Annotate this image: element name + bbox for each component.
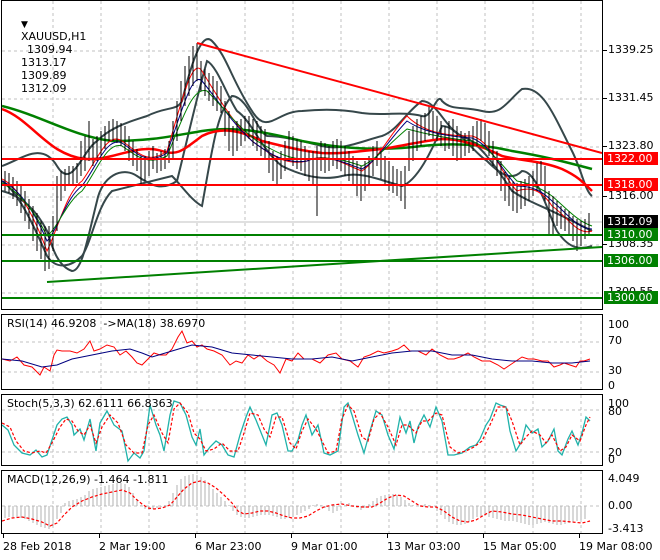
stoch-d-line bbox=[2, 402, 591, 454]
low-value: 1309.89 bbox=[21, 69, 67, 82]
open-value: 1309.94 bbox=[27, 43, 73, 56]
main-chart-panel[interactable]: ▼ XAUUSD,H1 1309.94 1313.17 1309.89 1312… bbox=[1, 0, 603, 310]
macd-title: MACD(12,26,9) -1.464 -1.811 bbox=[7, 473, 169, 486]
close-value: 1312.09 bbox=[21, 82, 67, 95]
time-label-3: 6 Mar 23:00 bbox=[195, 540, 262, 553]
stoch-axis-20: 20 bbox=[608, 446, 622, 459]
rsi-axis-0: 0 bbox=[608, 379, 615, 392]
time-label-7: 19 Mar 08:00 bbox=[579, 540, 653, 553]
macd-chart-svg bbox=[2, 471, 602, 533]
macd-signal-line bbox=[2, 480, 591, 527]
time-label-2: 2 Mar 19:00 bbox=[99, 540, 166, 553]
stoch-axis-0: 0 bbox=[608, 453, 615, 466]
macd-histogram bbox=[4, 474, 586, 529]
price-tag-last: 1312.09 bbox=[604, 215, 658, 228]
rsi-axis-30: 30 bbox=[608, 364, 622, 377]
macd-axis-zero: 0.00 bbox=[608, 499, 633, 512]
stochastic-panel[interactable]: Stoch(5,3,3) 62.6111 66.8363 bbox=[1, 394, 603, 466]
rsi-axis-100: 100 bbox=[608, 318, 629, 331]
macd-panel[interactable]: MACD(12,26,9) -1.464 -1.811 bbox=[1, 470, 603, 534]
rsi-ma-line bbox=[2, 344, 591, 368]
time-label-6: 15 Mar 05:00 bbox=[483, 540, 557, 553]
rsi-line bbox=[2, 329, 591, 376]
chart-header: ▼ XAUUSD,H1 1309.94 1313.17 1309.89 1312… bbox=[7, 4, 86, 108]
macd-axis-min: -3.413 bbox=[608, 522, 644, 535]
price-tag-1310: 1310.00 bbox=[604, 228, 658, 241]
price-tag-1300: 1300.00 bbox=[604, 291, 658, 304]
price-tag-1306: 1306.00 bbox=[604, 254, 658, 267]
ascending-support-trendline bbox=[46, 246, 602, 283]
time-label-5: 13 Mar 03:00 bbox=[387, 540, 461, 553]
stoch-chart-svg bbox=[2, 395, 602, 465]
high-value: 1313.17 bbox=[21, 56, 67, 69]
y-label-2: 1331.45 bbox=[608, 91, 654, 104]
macd-axis-max: 4.049 bbox=[608, 472, 640, 485]
time-label-1: 28 Feb 2018 bbox=[3, 540, 72, 553]
price-tag-1318: 1318.00 bbox=[604, 178, 658, 191]
stoch-title: Stoch(5,3,3) 62.6111 66.8363 bbox=[7, 397, 173, 410]
descending-resistance-trendline bbox=[196, 42, 602, 154]
rsi-axis-70: 70 bbox=[608, 334, 622, 347]
ma-long-green bbox=[2, 104, 593, 171]
y-label-3: 1323.80 bbox=[608, 139, 654, 152]
price-tag-1322: 1322.00 bbox=[604, 152, 658, 165]
stoch-axis-80: 80 bbox=[608, 405, 622, 418]
ma-fast-green bbox=[2, 90, 593, 237]
symbol-label: XAUUSD,H1 bbox=[21, 30, 87, 43]
rsi-title: RSI(14) 46.9208 ->MA(18) 38.6970 bbox=[7, 317, 206, 330]
y-label-1: 1339.25 bbox=[608, 43, 654, 56]
triangle-down-icon[interactable]: ▼ bbox=[21, 20, 28, 30]
grid bbox=[2, 1, 602, 309]
price-chart-svg bbox=[2, 1, 602, 309]
rsi-chart-svg bbox=[2, 315, 602, 389]
stoch-k-line bbox=[2, 400, 591, 463]
stoch-axis-100: 100 bbox=[608, 397, 629, 410]
rsi-panel[interactable]: RSI(14) 46.9208 ->MA(18) 38.6970 bbox=[1, 314, 603, 390]
time-label-4: 9 Mar 01:00 bbox=[291, 540, 358, 553]
y-label-4: 1316.00 bbox=[608, 189, 654, 202]
